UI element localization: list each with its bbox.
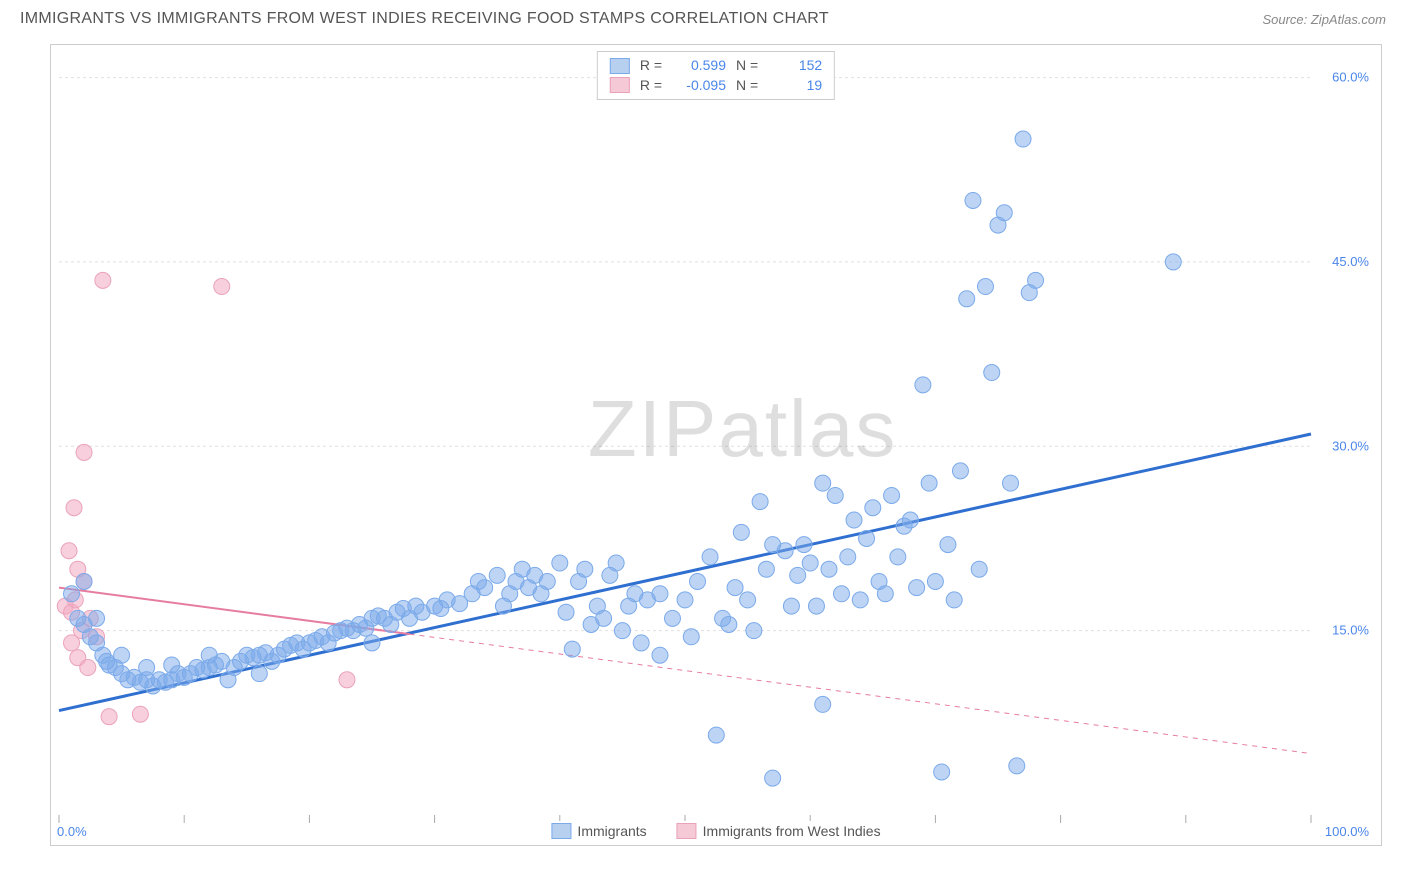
swatch-bottom-1	[551, 823, 571, 839]
n-value-2: 19	[768, 76, 822, 96]
svg-text:60.0%: 60.0%	[1332, 70, 1369, 85]
legend-label-2: Immigrants from West Indies	[703, 823, 881, 839]
swatch-series-1	[610, 58, 630, 74]
x-axis-min-label: 0.0%	[57, 824, 87, 839]
chart-container: ZIPatlas R = 0.599 N = 152 R = -0.095 N …	[50, 44, 1382, 846]
source-value: ZipAtlas.com	[1311, 12, 1386, 27]
legend-item-2: Immigrants from West Indies	[677, 823, 881, 839]
x-axis-max-label: 100.0%	[1325, 824, 1369, 839]
scatter-plot-svg: 15.0% 30.0% 45.0% 60.0%	[51, 45, 1381, 845]
r-label: R =	[640, 76, 662, 96]
n-value-1: 152	[768, 56, 822, 76]
n-label: N =	[736, 76, 758, 96]
correlation-row-2: R = -0.095 N = 19	[610, 76, 822, 96]
n-label: N =	[736, 56, 758, 76]
series-legend: Immigrants Immigrants from West Indies	[545, 821, 886, 841]
svg-text:15.0%: 15.0%	[1332, 623, 1369, 638]
legend-item-1: Immigrants	[551, 823, 646, 839]
r-label: R =	[640, 56, 662, 76]
swatch-bottom-2	[677, 823, 697, 839]
chart-header: IMMIGRANTS VS IMMIGRANTS FROM WEST INDIE…	[0, 0, 1406, 32]
chart-title: IMMIGRANTS VS IMMIGRANTS FROM WEST INDIE…	[20, 10, 829, 28]
chart-source: Source: ZipAtlas.com	[1262, 12, 1386, 27]
r-value-2: -0.095	[672, 76, 726, 96]
source-label: Source:	[1262, 12, 1310, 27]
svg-text:30.0%: 30.0%	[1332, 438, 1369, 453]
correlation-row-1: R = 0.599 N = 152	[610, 56, 822, 76]
r-value-1: 0.599	[672, 56, 726, 76]
svg-text:45.0%: 45.0%	[1332, 254, 1369, 269]
correlation-legend: R = 0.599 N = 152 R = -0.095 N = 19	[597, 51, 835, 100]
legend-label-1: Immigrants	[577, 823, 646, 839]
swatch-series-2	[610, 77, 630, 93]
